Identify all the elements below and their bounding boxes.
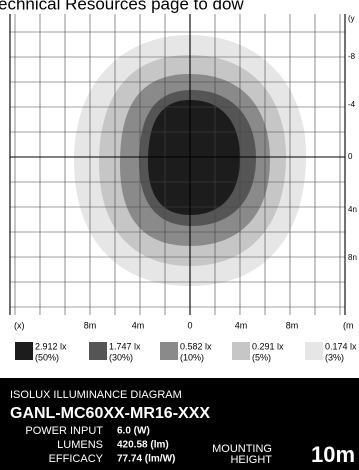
legend-swatch [305, 342, 323, 360]
legend-percent: (30%) [109, 352, 133, 362]
legend-swatch [160, 342, 178, 360]
footer-subtitle: ISOLUX ILLUMINANCE DIAGRAM [10, 389, 182, 401]
y-axis-label: -8 [348, 52, 356, 61]
legend-value: 0.174 lx [325, 341, 357, 351]
spec-label: LUMENS [57, 439, 103, 451]
x-axis-label: 8m [84, 320, 97, 330]
spec-label: POWER INPUT [25, 425, 103, 437]
spec-value: 77.74 (lm/W) [117, 454, 175, 465]
y-axis-label: 4n [348, 205, 357, 214]
legend-swatch [89, 342, 107, 360]
x-axis-label: 0 [187, 320, 192, 330]
legend: 2.912 lx(50%) 1.747 lx(30%) 0.582 lx(10%) 0… [15, 341, 357, 362]
x-axis-label: 8m [286, 320, 299, 330]
spec-value: 420.58 (lm) [117, 440, 169, 451]
y-axis-label: -4 [348, 100, 356, 109]
legend-percent: (10%) [180, 352, 204, 362]
mounting-label: HEIGHT [230, 454, 272, 466]
x-axis-label: (x) [14, 320, 25, 330]
legend-percent: (50%) [35, 352, 59, 362]
grid [10, 14, 345, 315]
legend-swatch [15, 342, 33, 360]
y-axis-label: 8n [348, 253, 357, 262]
x-axis-label: 4m [235, 320, 248, 330]
axis-labels: (x) 8m 4m 0 4m 8m (m (y -8 -4 0 4n 8n [14, 14, 357, 330]
legend-percent: (5%) [252, 352, 271, 362]
legend-value: 2.912 lx [35, 341, 67, 351]
spec-label: EFFICACY [49, 453, 104, 465]
footer-bg [0, 378, 359, 470]
contours [74, 35, 307, 286]
legend-swatch [232, 342, 250, 360]
specs: POWER INPUT 6.0 (W) LUMENS 420.58 (lm) EFFIC… [25, 425, 175, 465]
y-axis-label: (y [348, 14, 355, 23]
legend-percent: (3%) [325, 352, 344, 362]
mounting-label: MOUNTING [212, 443, 272, 455]
legend-value: 0.291 lx [252, 341, 284, 351]
y-axis-label: 0 [348, 152, 353, 161]
header-text: echnical Resources page to dow [0, 0, 244, 13]
legend-value: 0.582 lx [180, 341, 212, 351]
legend-value: 1.747 lx [109, 341, 141, 351]
x-axis-label: 4m [132, 320, 145, 330]
spec-value: 6.0 (W) [117, 426, 150, 437]
mounting-value: 10m [311, 442, 355, 467]
x-axis-label: (m [343, 320, 354, 330]
footer-model: GANL-MC60XX-MR16-XXX [10, 405, 210, 422]
